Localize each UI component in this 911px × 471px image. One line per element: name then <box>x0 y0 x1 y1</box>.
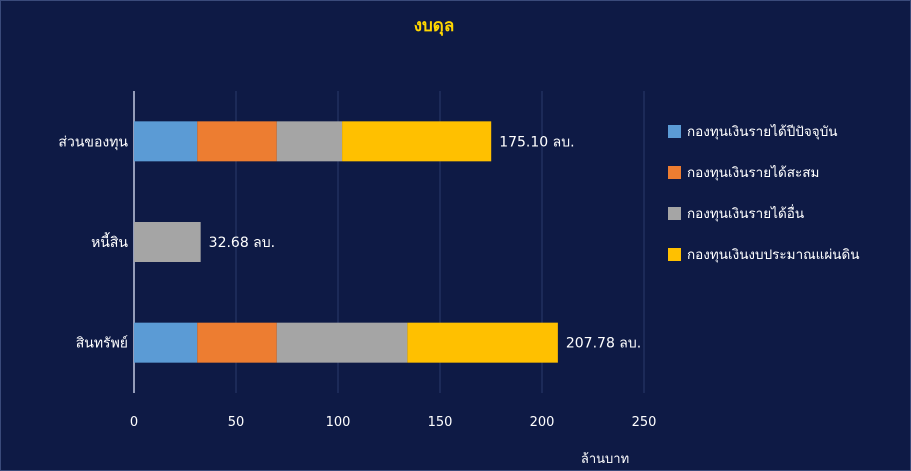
bar-segment-1-2 <box>134 222 201 262</box>
legend-label: กองทุนเงินงบประมาณแผ่นดิน <box>687 247 860 263</box>
legend: กองทุนเงินรายได้ปีปัจจุบันกองทุนเงินรายไ… <box>668 121 860 285</box>
legend-swatch <box>668 247 681 261</box>
bars-layer <box>134 121 558 363</box>
chart-title: งบดุล <box>414 16 455 36</box>
legend-label: กองทุนเงินรายได้ปีปัจจุบัน <box>687 124 838 140</box>
legend-label: กองทุนเงินรายได้สะสม <box>687 165 820 181</box>
x-tick-label-100: 100 <box>326 415 351 430</box>
legend-swatch <box>668 124 681 138</box>
x-tick-label-0: 0 <box>130 415 138 430</box>
x-tick-label-150: 150 <box>428 415 453 430</box>
x-tick-label-250: 250 <box>632 415 657 430</box>
bar-segment-0-3 <box>342 121 492 162</box>
data-label: 32.68 ลบ. <box>209 235 275 251</box>
x-axis-title: ล้านบาท <box>581 452 629 467</box>
legend-swatch <box>668 165 681 179</box>
legend-item-1: กองทุนเงินรายได้สะสม <box>668 162 860 182</box>
x-tick-label-50: 50 <box>228 415 245 430</box>
legend-label: กองทุนเงินรายได้อื่น <box>687 206 805 222</box>
legend-item-2: กองทุนเงินรายได้อื่น <box>668 203 860 223</box>
bar-segment-0-1 <box>197 121 277 162</box>
legend-item-0: กองทุนเงินรายได้ปีปัจจุบัน <box>668 121 860 141</box>
y-category-label: สินทรัพย์ <box>76 335 128 352</box>
bar-segment-2-3 <box>407 322 558 363</box>
bar-segment-0-0 <box>134 121 198 162</box>
bar-segment-2-1 <box>197 322 277 363</box>
data-label: 207.78 ลบ. <box>566 336 641 352</box>
labels-layer: 0 50 100 150 200 250 ส่วนของทุน 175.10 ลบ. หนี้ส… <box>58 134 656 430</box>
x-tick-label-200: 200 <box>530 415 555 430</box>
y-category-label: ส่วนของทุน <box>58 134 128 150</box>
bar-segment-2-0 <box>134 322 198 363</box>
legend-swatch <box>668 206 681 220</box>
bar-segment-0-2 <box>276 121 343 162</box>
y-category-label: หนี้สิน <box>91 232 128 251</box>
bar-segment-2-2 <box>276 322 408 363</box>
legend-item-3: กองทุนเงินงบประมาณแผ่นดิน <box>668 244 860 264</box>
data-label: 175.10 ลบ. <box>499 134 574 150</box>
